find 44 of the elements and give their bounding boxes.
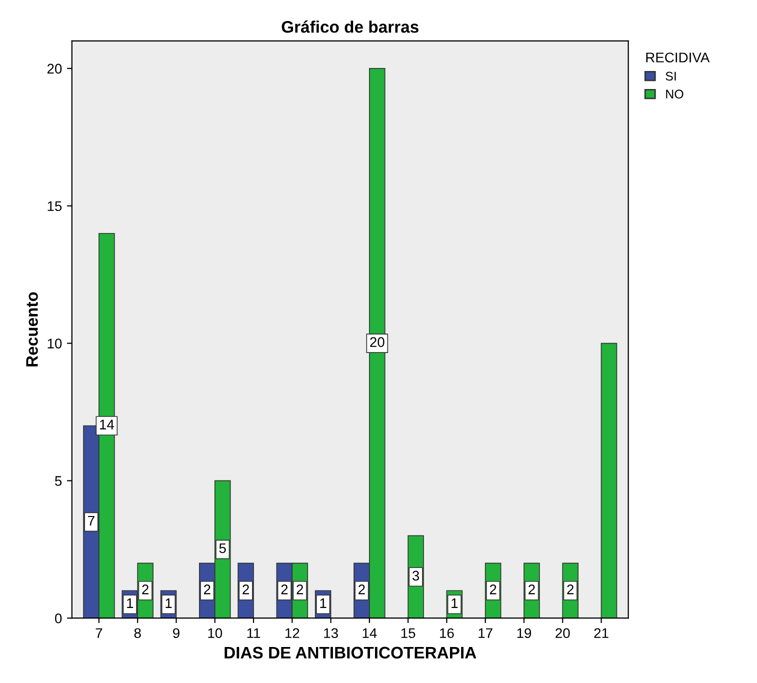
data-label: 14	[100, 420, 114, 430]
legend-label: SI	[666, 72, 676, 81]
bar	[600, 342, 618, 618]
data-label: 1	[320, 598, 326, 608]
y-axis-title: Recuento	[26, 292, 38, 366]
x-tick-label: 14	[362, 628, 377, 638]
legend-label: NO	[666, 90, 684, 99]
x-tick-label: 16	[440, 628, 454, 638]
y-tick-label: 15	[48, 201, 62, 212]
x-tick-label: 21	[594, 628, 608, 638]
chart-title: Gráfico de barras	[282, 20, 418, 33]
x-tick-label: 8	[134, 628, 141, 638]
data-label: 7	[88, 516, 94, 526]
data-label: 20	[370, 337, 384, 348]
legend-title: RECIDIVA	[646, 52, 710, 62]
x-tick-label: 17	[478, 628, 492, 638]
x-tick-label: 13	[324, 628, 338, 638]
x-tick-label: 9	[173, 628, 180, 638]
data-label: 1	[452, 598, 458, 608]
y-tick-label: 5	[55, 476, 62, 486]
data-label: 2	[490, 584, 496, 594]
x-tick-label: 11	[247, 628, 260, 638]
y-tick-label: 20	[47, 64, 62, 74]
data-label: 3	[412, 570, 420, 581]
data-label: 2	[567, 584, 574, 594]
x-tick-label: 15	[401, 628, 416, 638]
x-tick-label: 12	[285, 628, 300, 638]
data-label: 2	[528, 584, 535, 594]
x-tick-label: 19	[517, 628, 532, 638]
data-label: 1	[166, 598, 172, 608]
data-label: 2	[281, 584, 288, 594]
data-label: 1	[127, 598, 134, 608]
x-tick-label: 10	[208, 628, 222, 638]
y-tick-label: 10	[48, 338, 62, 348]
data-label: 2	[358, 584, 365, 594]
data-label: 2	[296, 584, 304, 594]
y-tick-label: 0	[55, 613, 62, 624]
x-tick-label: 7	[96, 628, 102, 638]
data-label: 2	[204, 584, 210, 594]
data-label: 5	[219, 543, 226, 554]
x-tick-label: 20	[556, 628, 570, 638]
data-label: 2	[242, 584, 249, 594]
x-axis-title: DIAS DE ANTIBIOTICOTERAPIA	[224, 646, 476, 659]
data-label: 2	[142, 584, 148, 594]
